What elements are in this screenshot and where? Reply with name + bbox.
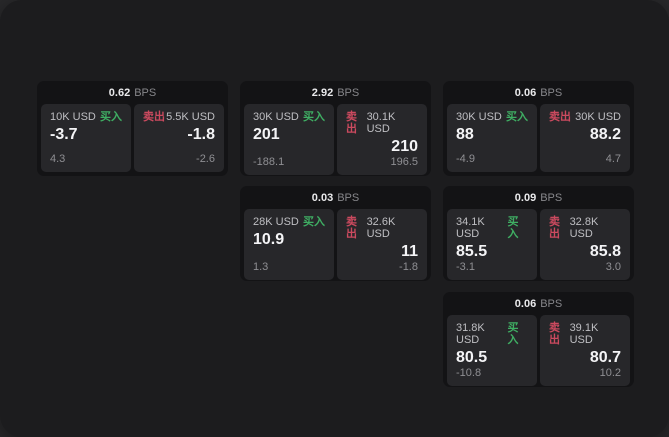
buy-sub-value: 1.3 bbox=[253, 261, 269, 273]
sell-amount: 30K USD bbox=[575, 111, 621, 123]
buy-price: 85.5 bbox=[456, 243, 488, 260]
sell-side-label: 卖出 bbox=[346, 216, 357, 240]
buy-quote-tile[interactable]: 30K USD 买入 88 -4.9 bbox=[447, 104, 537, 172]
bps-value: 0.06 bbox=[514, 86, 537, 99]
sell-price: 210 bbox=[391, 138, 418, 155]
sell-sub-value: -2.6 bbox=[196, 153, 215, 165]
buy-quote-tile[interactable]: 30K USD 买入 201 -188.1 bbox=[244, 104, 334, 175]
sell-amount: 5.5K USD bbox=[166, 111, 215, 123]
buy-side-label: 买入 bbox=[507, 216, 519, 240]
buy-amount: 31.8K USD bbox=[456, 322, 485, 346]
sell-sub-value: 196.5 bbox=[390, 156, 418, 168]
buy-sub-value: -10.8 bbox=[456, 367, 482, 379]
buy-sub-value: -4.9 bbox=[456, 153, 475, 165]
sell-quote-tile[interactable]: 卖出 32.6K USD 11 -1.8 bbox=[337, 209, 427, 280]
bps-header: 0.62 BPS bbox=[41, 81, 224, 104]
buy-price: 88 bbox=[456, 126, 474, 143]
bps-value: 0.06 bbox=[514, 297, 537, 310]
buy-sub-value: 4.3 bbox=[50, 153, 66, 165]
buy-quote-tile[interactable]: 28K USD 买入 10.9 1.3 bbox=[244, 209, 334, 280]
buy-side-label: 买入 bbox=[100, 111, 122, 123]
bps-header: 0.03 BPS bbox=[244, 186, 427, 209]
buy-amount: 30K USD bbox=[456, 111, 502, 123]
sell-amount: 30.1K USD bbox=[366, 111, 396, 135]
buy-price: 10.9 bbox=[253, 231, 285, 248]
bps-header: 0.09 BPS bbox=[447, 186, 630, 209]
sell-price: 80.7 bbox=[589, 349, 621, 366]
sell-quote-tile[interactable]: 卖出 30K USD 88.2 4.7 bbox=[540, 104, 630, 172]
buy-quote-tile[interactable]: 10K USD 买入 -3.7 4.3 bbox=[41, 104, 131, 172]
buy-sub-value: -3.1 bbox=[456, 261, 475, 273]
sell-quote-tile[interactable]: 卖出 32.8K USD 85.8 3.0 bbox=[540, 209, 630, 280]
sell-side-label: 卖出 bbox=[143, 111, 165, 123]
buy-amount: 28K USD bbox=[253, 216, 299, 228]
buy-price: 80.5 bbox=[456, 349, 488, 366]
quote-card: 0.06 BPS 30K USD 买入 88 -4.9 卖出 30K USD 8… bbox=[443, 81, 634, 176]
sell-side-label: 卖出 bbox=[549, 216, 560, 240]
bps-header: 0.06 BPS bbox=[447, 292, 630, 315]
sell-sub-value: 3.0 bbox=[605, 261, 621, 273]
bps-value: 0.03 bbox=[311, 191, 334, 204]
bps-unit-label: BPS bbox=[134, 86, 157, 99]
bps-header: 0.06 BPS bbox=[447, 81, 630, 104]
sell-price: -1.8 bbox=[187, 126, 215, 143]
quote-card: 0.06 BPS 31.8K USD 买入 80.5 -10.8 卖出 39.1… bbox=[443, 292, 634, 387]
quote-card: 0.09 BPS 34.1K USD 买入 85.5 -3.1 卖出 32.8K… bbox=[443, 186, 634, 281]
bps-value: 0.62 bbox=[108, 86, 131, 99]
sell-amount: 39.1K USD bbox=[569, 322, 599, 346]
sell-sub-value: -1.8 bbox=[399, 261, 418, 273]
buy-price: 201 bbox=[253, 126, 280, 143]
quote-card: 0.62 BPS 10K USD 买入 -3.7 4.3 卖出 5.5K USD… bbox=[37, 81, 228, 176]
buy-sub-value: -188.1 bbox=[253, 156, 285, 168]
buy-amount: 30K USD bbox=[253, 111, 299, 123]
sell-quote-tile[interactable]: 卖出 5.5K USD -1.8 -2.6 bbox=[134, 104, 224, 172]
buy-amount: 34.1K USD bbox=[456, 216, 485, 240]
sell-price: 11 bbox=[401, 243, 418, 260]
bps-header: 2.92 BPS bbox=[244, 81, 427, 104]
buy-side-label: 买入 bbox=[506, 111, 528, 123]
bps-unit-label: BPS bbox=[337, 191, 360, 204]
sell-price: 88.2 bbox=[589, 126, 621, 143]
buy-side-label: 买入 bbox=[507, 322, 519, 346]
bps-unit-label: BPS bbox=[337, 86, 360, 99]
buy-side-label: 买入 bbox=[303, 111, 325, 123]
sell-sub-value: 10.2 bbox=[599, 367, 621, 379]
bps-value: 0.09 bbox=[514, 191, 537, 204]
sell-quote-tile[interactable]: 卖出 39.1K USD 80.7 10.2 bbox=[540, 315, 630, 386]
bps-value: 2.92 bbox=[311, 86, 334, 99]
buy-quote-tile[interactable]: 31.8K USD 买入 80.5 -10.8 bbox=[447, 315, 537, 386]
bps-unit-label: BPS bbox=[540, 297, 563, 310]
quote-card: 2.92 BPS 30K USD 买入 201 -188.1 卖出 30.1K … bbox=[240, 81, 431, 176]
sell-price: 85.8 bbox=[589, 243, 621, 260]
sell-side-label: 卖出 bbox=[549, 322, 560, 346]
bps-unit-label: BPS bbox=[540, 191, 563, 204]
buy-price: -3.7 bbox=[50, 126, 78, 143]
sell-amount: 32.8K USD bbox=[569, 216, 599, 240]
sell-side-label: 卖出 bbox=[549, 111, 571, 123]
buy-amount: 10K USD bbox=[50, 111, 96, 123]
sell-sub-value: 4.7 bbox=[605, 153, 621, 165]
sell-side-label: 卖出 bbox=[346, 111, 357, 135]
buy-side-label: 买入 bbox=[303, 216, 325, 228]
quote-card: 0.03 BPS 28K USD 买入 10.9 1.3 卖出 32.6K US… bbox=[240, 186, 431, 281]
sell-quote-tile[interactable]: 卖出 30.1K USD 210 196.5 bbox=[337, 104, 427, 175]
buy-quote-tile[interactable]: 34.1K USD 买入 85.5 -3.1 bbox=[447, 209, 537, 280]
sell-amount: 32.6K USD bbox=[366, 216, 396, 240]
bps-unit-label: BPS bbox=[540, 86, 563, 99]
